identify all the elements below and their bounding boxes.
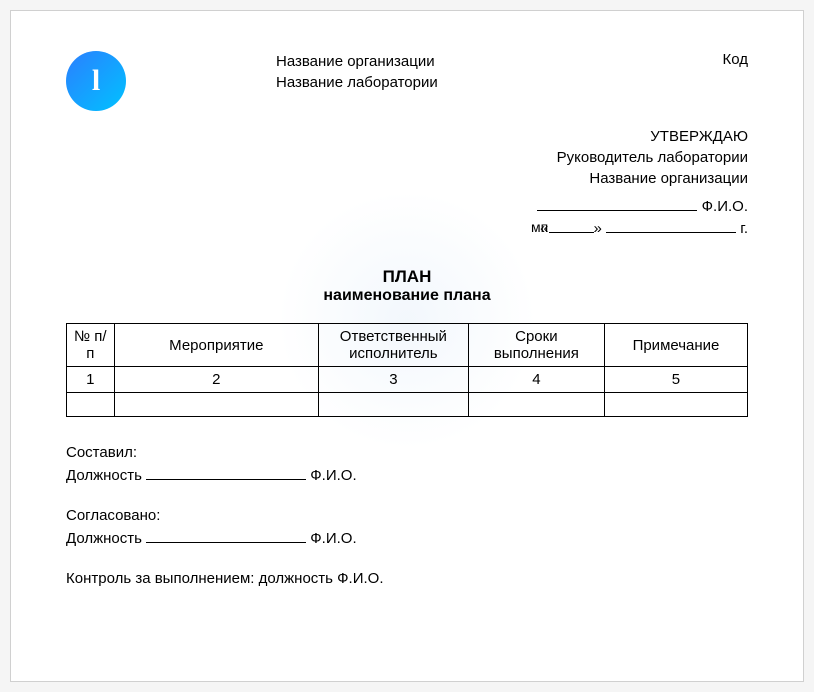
td-n5: 5 — [604, 367, 747, 393]
td-e4 — [468, 393, 604, 417]
plan-table: № п/п Мероприятие Ответственный исполнит… — [66, 323, 748, 417]
position-label-1: Должность — [66, 467, 142, 484]
mp-label: мп — [531, 219, 548, 235]
th-num: № п/п — [67, 324, 115, 367]
header-center: Название организации Название лаборатори… — [126, 51, 722, 93]
agreed-line: Должность Ф.И.О. — [66, 528, 748, 551]
month-underline — [606, 219, 736, 233]
approve-block: УТВЕРЖДАЮ Руководитель лаборатории Назва… — [66, 126, 748, 189]
th-resp: Ответственный исполнитель — [318, 324, 468, 367]
approve-title: УТВЕРЖДАЮ — [66, 126, 748, 147]
position-underline-2 — [146, 529, 306, 543]
date-row: мп «» г. — [66, 219, 748, 237]
table-empty-row — [67, 393, 748, 417]
approve-position: Руководитель лаборатории — [66, 147, 748, 168]
logo-icon: l — [66, 51, 126, 111]
code-label: Код — [722, 51, 748, 68]
compiled-line: Должность Ф.И.О. — [66, 465, 748, 488]
quote-close: » — [594, 220, 602, 237]
lab-name: Название лаборатории — [276, 72, 722, 93]
signature-underline — [537, 197, 697, 211]
th-note: Примечание — [604, 324, 747, 367]
org-name: Название организации — [276, 51, 722, 72]
td-e2 — [114, 393, 318, 417]
td-n2: 2 — [114, 367, 318, 393]
day-underline — [549, 219, 594, 233]
td-n1: 1 — [67, 367, 115, 393]
compiled-label: Составил: — [66, 442, 748, 465]
title-block: ПЛАН наименование плана — [66, 267, 748, 305]
table-header-row: № п/п Мероприятие Ответственный исполнит… — [67, 324, 748, 367]
position-label-2: Должность — [66, 530, 142, 547]
title-main: ПЛАН — [66, 267, 748, 287]
compiled-group: Составил: Должность Ф.И.О. — [66, 442, 748, 487]
table-number-row: 1 2 3 4 5 — [67, 367, 748, 393]
fio-label: Ф.И.О. — [702, 198, 748, 215]
header-row: l Название организации Название лаборато… — [66, 51, 748, 111]
document-page: l Название организации Название лаборато… — [10, 10, 804, 682]
title-sub: наименование плана — [66, 287, 748, 305]
fio-line: Ф.И.О. — [66, 197, 748, 215]
agreed-group: Согласовано: Должность Ф.И.О. — [66, 505, 748, 550]
fio-label-1: Ф.И.О. — [310, 467, 356, 484]
td-n4: 4 — [468, 367, 604, 393]
th-event: Мероприятие — [114, 324, 318, 367]
control-line: Контроль за выполнением: должность Ф.И.О… — [66, 568, 748, 591]
td-e3 — [318, 393, 468, 417]
td-e1 — [67, 393, 115, 417]
th-due: Сроки выполнения — [468, 324, 604, 367]
td-n3: 3 — [318, 367, 468, 393]
year-suffix: г. — [740, 220, 748, 237]
position-underline-1 — [146, 466, 306, 480]
agreed-label: Согласовано: — [66, 505, 748, 528]
approve-org: Название организации — [66, 168, 748, 189]
footer-block: Составил: Должность Ф.И.О. Согласовано: … — [66, 442, 748, 591]
fio-label-2: Ф.И.О. — [310, 530, 356, 547]
td-e5 — [604, 393, 747, 417]
